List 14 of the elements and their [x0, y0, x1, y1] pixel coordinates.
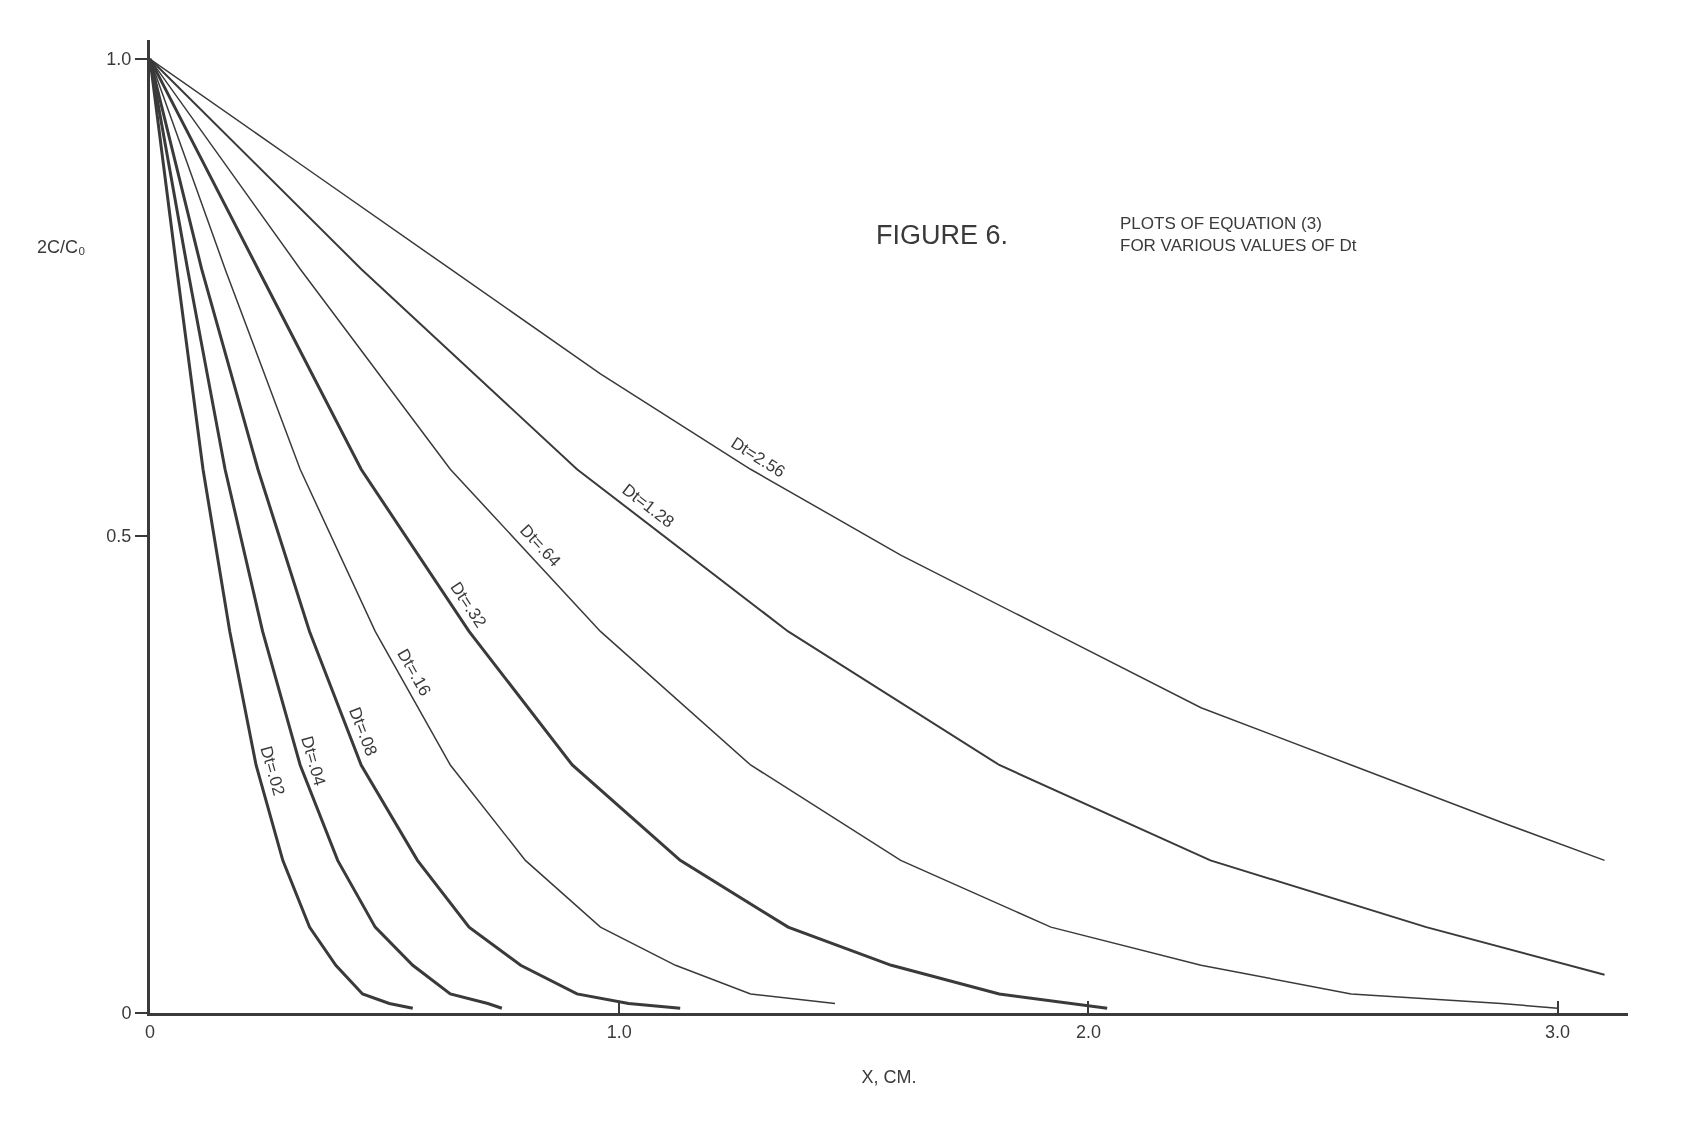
- x-tick-label: 0: [144, 1021, 156, 1042]
- text: PLOTS OF EQUATION (3) FOR VARIOUS VALUES OF Dt: [1120, 214, 1357, 256]
- y-tick-label: 1.0: [106, 49, 132, 70]
- x-tick-label: 3.0: [1545, 1021, 1571, 1042]
- x-tick-label: 1.0: [606, 1021, 632, 1042]
- text: FIGURE 6.: [876, 220, 1009, 250]
- text: Dt=.08: [345, 704, 381, 759]
- x-tick-label: 2.0: [1075, 1021, 1101, 1042]
- y-tick-label: 0.5: [106, 526, 132, 547]
- x-axis-title: X, CM.: [861, 1066, 917, 1087]
- y-tick-label: 0: [121, 1003, 132, 1024]
- y-axis-title: 2C/C₀: [37, 237, 86, 257]
- text: Dt=.04: [297, 734, 330, 788]
- text: Dt=.02: [256, 743, 289, 798]
